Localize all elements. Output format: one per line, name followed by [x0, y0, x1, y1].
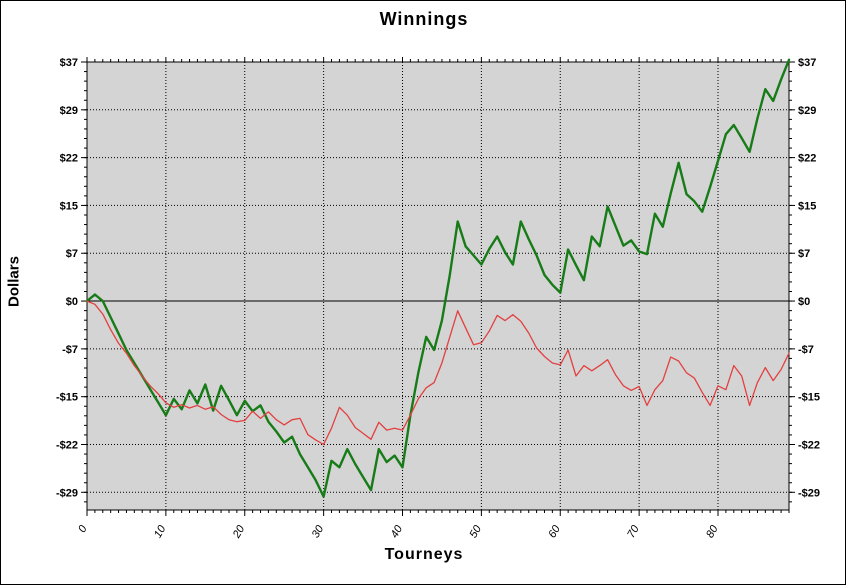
x-tick-label: 30 — [310, 523, 327, 540]
x-tick-label: 40 — [389, 523, 406, 540]
x-axis-title: Tourneys — [384, 546, 464, 563]
x-tick-label-text: 30 — [310, 523, 327, 540]
y-tick-label-right: -$22 — [798, 439, 820, 451]
y-tick-label-left: $29 — [60, 105, 78, 117]
y-tick-label-left: $7 — [66, 248, 78, 260]
y-tick-label-left: $37 — [60, 57, 78, 69]
y-tick-label-right: $22 — [798, 153, 816, 165]
y-tick-label-right: $7 — [798, 248, 810, 260]
plot-border — [86, 61, 790, 511]
x-tick-label: 0 — [76, 523, 90, 535]
y-tick-label-left: $15 — [60, 200, 78, 212]
x-tick-label: 70 — [625, 523, 642, 540]
x-tick-label: 80 — [704, 523, 721, 540]
x-tick-label-text: 40 — [389, 523, 406, 540]
plot-background — [87, 62, 789, 510]
y-tick-label-left: -$7 — [62, 344, 78, 356]
x-tick-label: 50 — [467, 523, 484, 540]
y-tick-label-right: -$7 — [798, 344, 814, 356]
x-tick-label-text: 70 — [625, 523, 642, 540]
y-tick-label-right: $29 — [798, 105, 816, 117]
y-tick-label-left: -$15 — [56, 392, 78, 404]
x-tick-label: 10 — [152, 523, 169, 540]
y-tick-label-right: $0 — [798, 296, 810, 308]
chart-title: Winnings — [379, 9, 469, 29]
y-tick-label-right: -$29 — [798, 487, 820, 499]
y-tick-label-left: $22 — [60, 153, 78, 165]
x-tick-label-text: 10 — [152, 523, 169, 540]
y-tick-label-left: -$29 — [56, 487, 78, 499]
x-tick-label: 20 — [230, 523, 247, 541]
x-tick-label-text: 50 — [467, 523, 484, 540]
y-tick-label-right: $15 — [798, 200, 816, 212]
x-tick-label-text: 20 — [230, 523, 247, 541]
y-tick-label-right: -$15 — [798, 392, 820, 404]
x-tick-label-text: 80 — [704, 523, 721, 540]
series-line-winnings-red — [86, 300, 790, 446]
y-tick-label-left: -$22 — [56, 439, 78, 451]
x-tick-label-text: 0 — [76, 523, 90, 535]
y-tick-label-left: $0 — [66, 296, 78, 308]
y-tick-label-right: $37 — [798, 57, 816, 69]
x-tick-label: 60 — [546, 523, 563, 540]
x-tick-label-text: 60 — [546, 523, 563, 540]
series-line-winnings-green — [85, 58, 791, 498]
